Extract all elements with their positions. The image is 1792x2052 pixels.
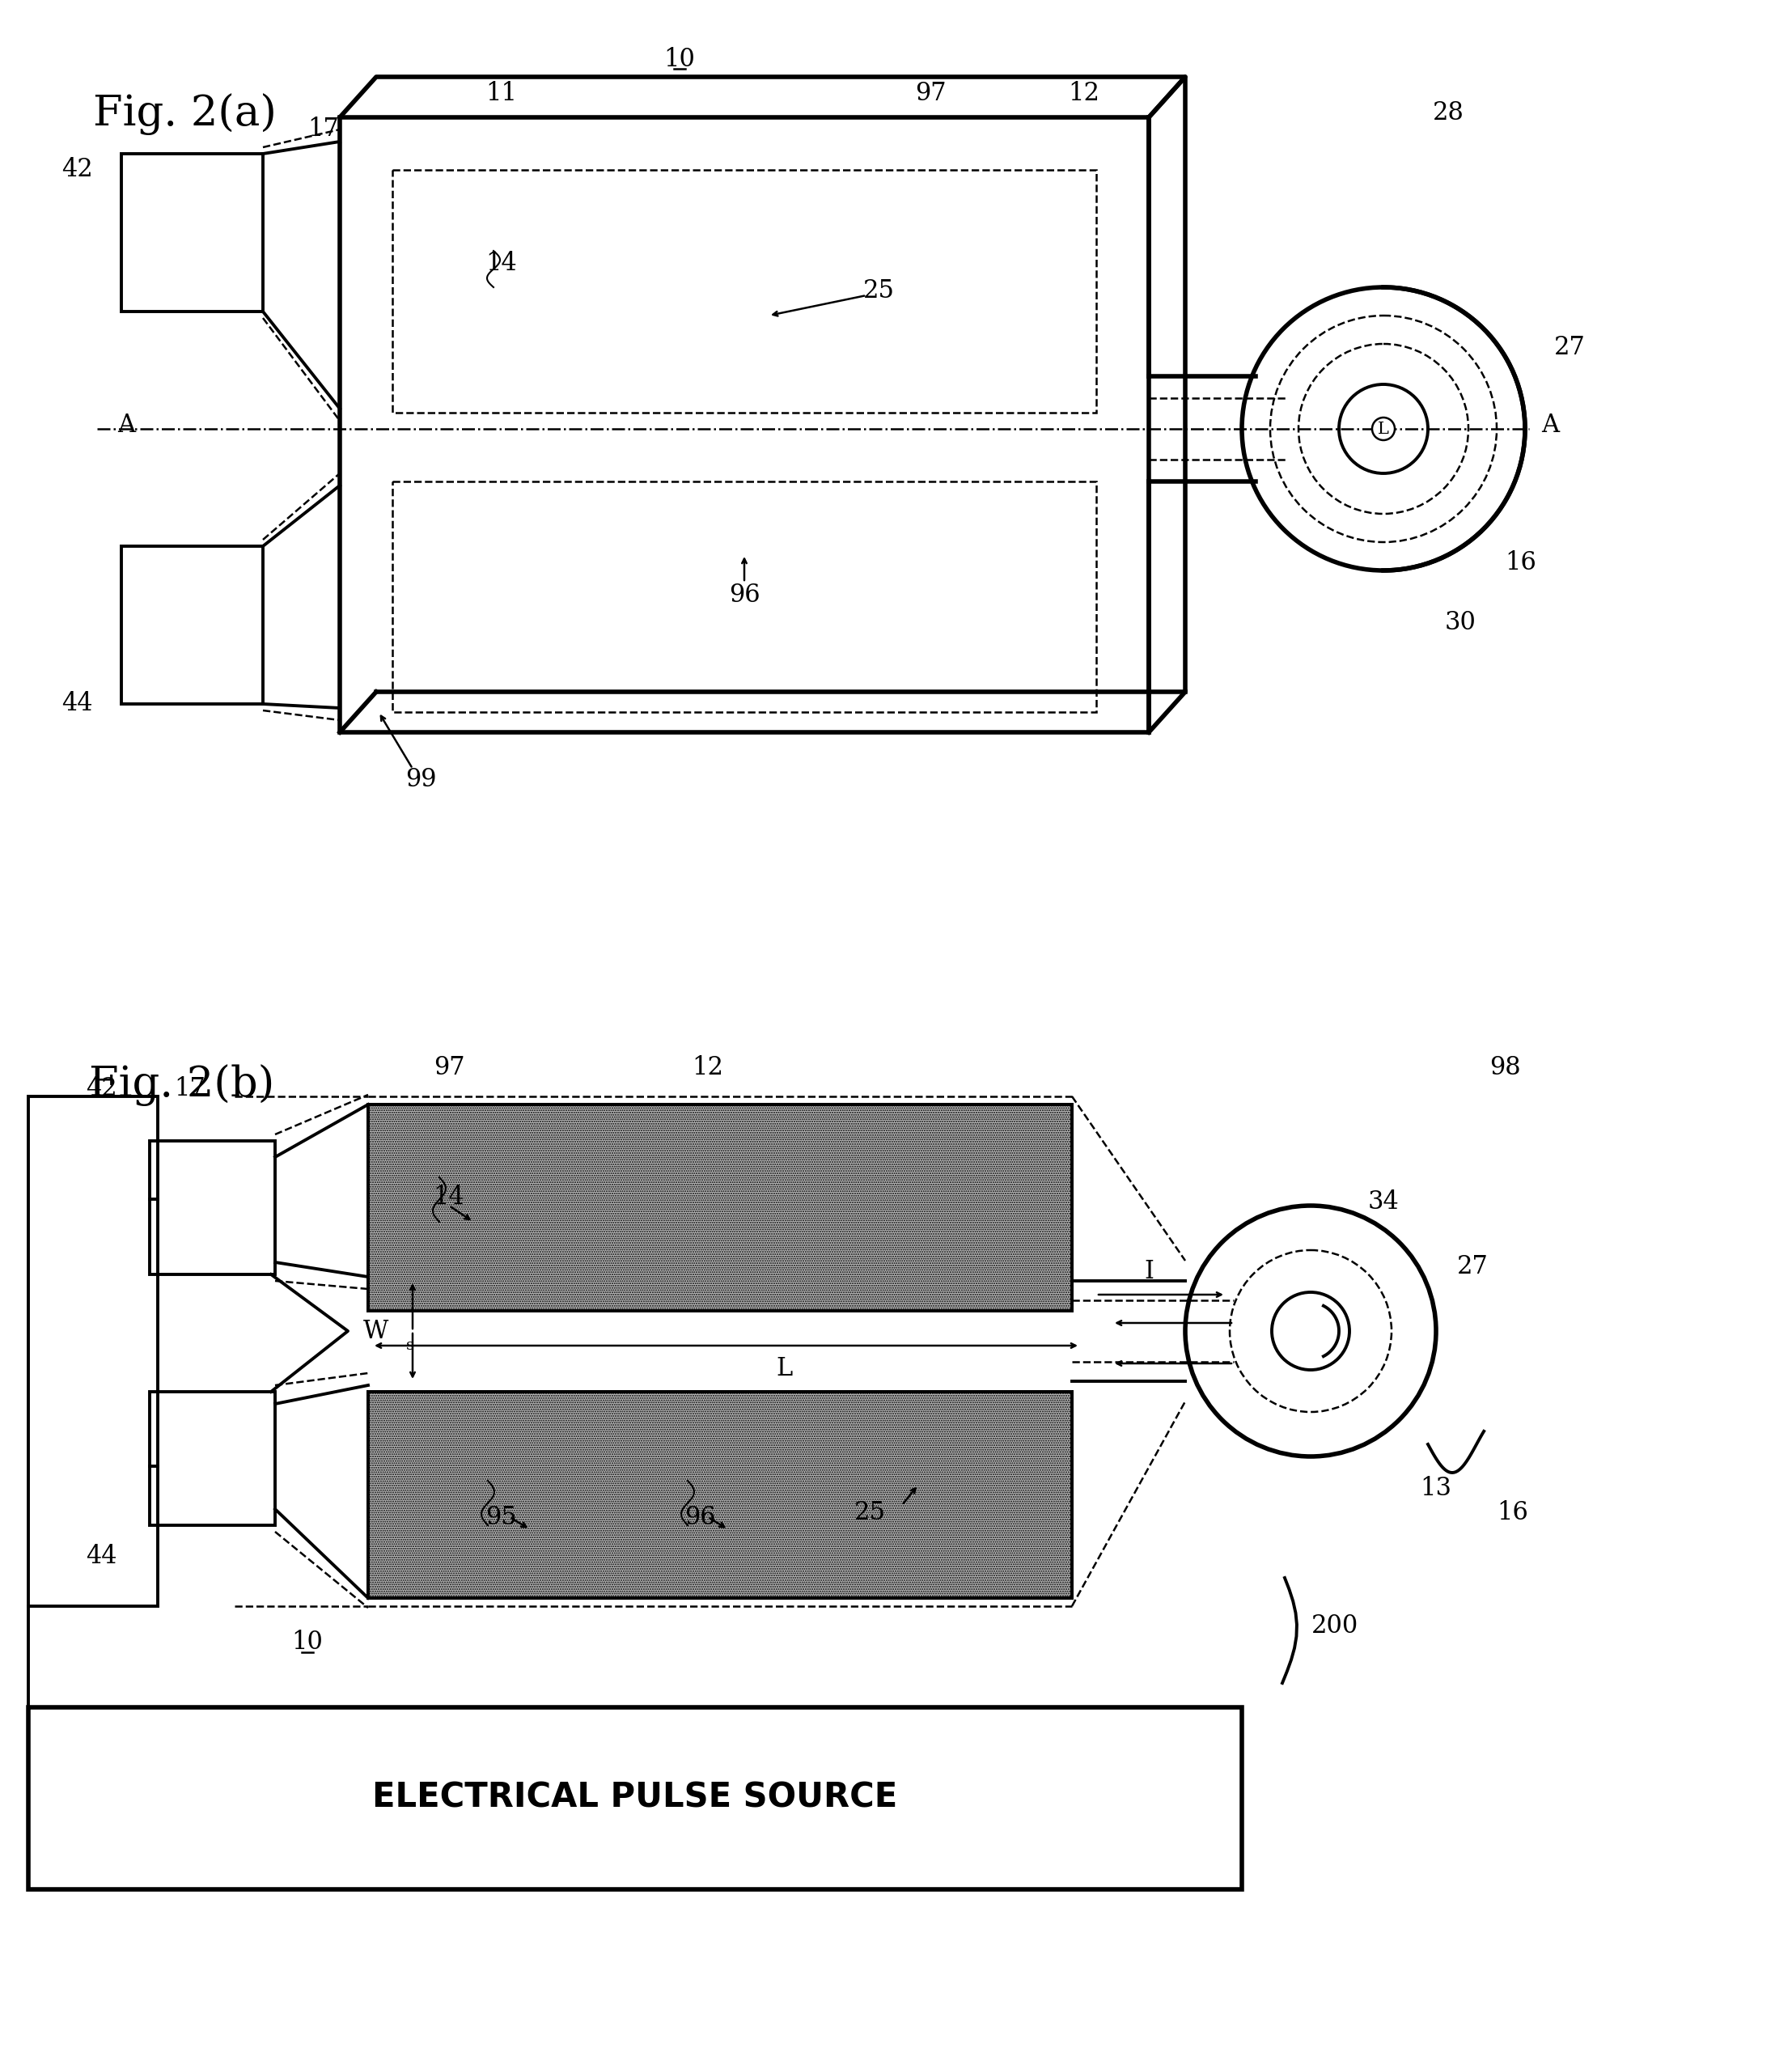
- Text: 99: 99: [405, 767, 435, 792]
- Text: 28: 28: [1432, 101, 1464, 125]
- Bar: [392, 170, 1097, 412]
- Text: 13: 13: [1421, 1475, 1452, 1502]
- Bar: [151, 1141, 274, 1274]
- Text: 14: 14: [486, 250, 518, 275]
- Text: 44: 44: [63, 692, 93, 716]
- Text: 44: 44: [86, 1543, 116, 1568]
- Bar: [340, 117, 1149, 733]
- Text: 25: 25: [862, 279, 894, 304]
- Text: 98: 98: [1489, 1055, 1520, 1081]
- Text: 27: 27: [1457, 1254, 1487, 1278]
- Text: I: I: [1143, 1260, 1154, 1285]
- Text: Fig. 2(b): Fig. 2(b): [90, 1065, 274, 1106]
- Text: 14: 14: [434, 1184, 464, 1211]
- Text: 42: 42: [86, 1075, 116, 1100]
- Bar: [29, 1707, 1242, 1890]
- Text: 42: 42: [61, 158, 93, 183]
- Text: 17: 17: [174, 1075, 206, 1100]
- Text: 16: 16: [1496, 1500, 1529, 1525]
- Bar: [29, 1096, 158, 1607]
- Text: 11: 11: [486, 80, 518, 105]
- Bar: [122, 154, 263, 312]
- Bar: [151, 1391, 274, 1525]
- Bar: [367, 1391, 1072, 1599]
- Text: L: L: [1378, 421, 1389, 437]
- Text: 96: 96: [729, 583, 760, 607]
- Text: 95: 95: [486, 1504, 518, 1529]
- Bar: [122, 546, 263, 704]
- Text: 34: 34: [1367, 1188, 1400, 1215]
- Text: 16: 16: [1505, 550, 1538, 575]
- Text: 97: 97: [914, 80, 946, 105]
- Text: 12: 12: [1068, 80, 1100, 105]
- Text: ELECTRICAL PULSE SOURCE: ELECTRICAL PULSE SOURCE: [373, 1781, 898, 1814]
- Text: 200: 200: [1312, 1613, 1358, 1640]
- Text: 30: 30: [1444, 611, 1477, 636]
- Bar: [367, 1104, 1072, 1311]
- Bar: [367, 1391, 1072, 1599]
- Bar: [392, 482, 1097, 712]
- Text: 27: 27: [1554, 334, 1586, 361]
- Text: L: L: [776, 1356, 792, 1381]
- Text: 17: 17: [308, 117, 339, 142]
- Text: 25: 25: [855, 1500, 885, 1525]
- Text: 12: 12: [692, 1055, 724, 1081]
- Text: W: W: [364, 1319, 389, 1344]
- Bar: [367, 1104, 1072, 1311]
- Bar: [367, 1391, 1072, 1599]
- Bar: [367, 1104, 1072, 1311]
- Text: 10: 10: [292, 1629, 323, 1656]
- Text: A: A: [116, 412, 134, 437]
- Text: 96: 96: [685, 1504, 715, 1529]
- Circle shape: [1373, 417, 1394, 441]
- Text: 97: 97: [434, 1055, 464, 1081]
- Text: Fig. 2(a): Fig. 2(a): [93, 92, 276, 135]
- Text: s: s: [407, 1338, 414, 1352]
- Circle shape: [1272, 1293, 1349, 1371]
- Text: 10: 10: [663, 47, 695, 72]
- Text: A: A: [1541, 412, 1559, 437]
